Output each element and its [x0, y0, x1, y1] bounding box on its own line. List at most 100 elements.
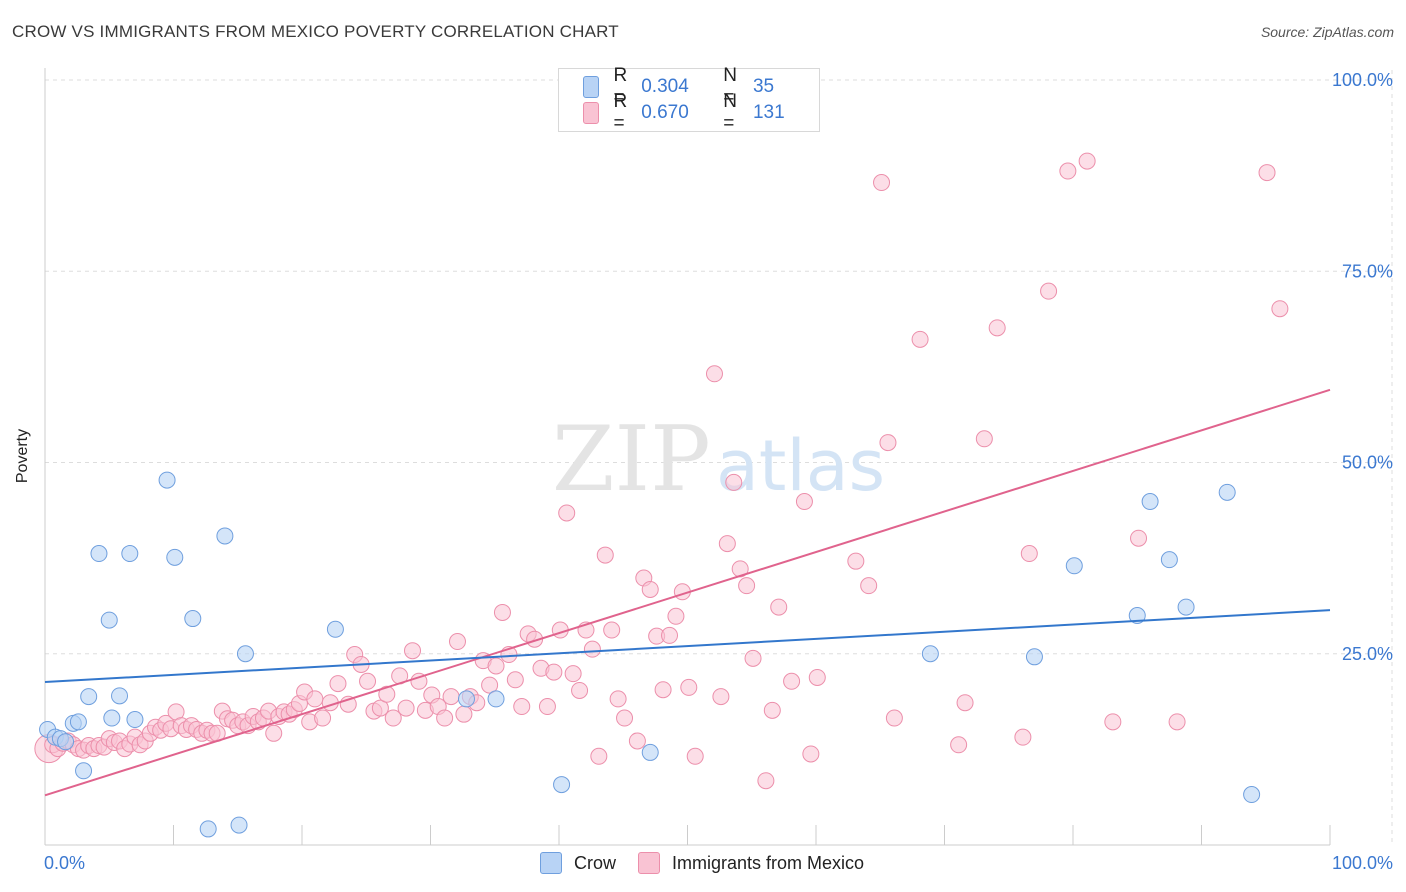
mexico-point — [808, 668, 826, 686]
mexico-point — [628, 732, 646, 750]
crow-point — [1065, 557, 1083, 575]
n-value: 35 — [752, 76, 775, 97]
mexico-point — [371, 699, 389, 717]
mexico-point — [763, 701, 781, 719]
mexico-point — [1020, 545, 1038, 563]
mexico-point — [738, 577, 756, 595]
crow-point — [230, 816, 248, 834]
mexico-point — [705, 365, 723, 383]
mexico-trend-line — [44, 388, 1331, 797]
mexico-point — [654, 681, 672, 699]
mexico-point — [448, 633, 466, 651]
mexico-point — [487, 657, 505, 675]
mexico-point — [757, 772, 775, 790]
n-label: N = — [723, 91, 737, 134]
y-tick-label: 50.0% — [1342, 453, 1393, 473]
crow-point — [1243, 786, 1261, 804]
trend-lines — [44, 388, 1331, 797]
mexico-point — [667, 607, 685, 625]
mexico-point — [1130, 529, 1148, 547]
mexico-point — [783, 672, 801, 690]
mexico-point — [847, 552, 865, 570]
mexico-point — [718, 535, 736, 553]
mexico-point — [911, 330, 929, 348]
n-value: 131 — [752, 102, 785, 123]
mexico-point — [564, 665, 582, 683]
crow-point — [80, 688, 98, 706]
crow-point — [236, 645, 254, 663]
crow-point — [1160, 551, 1178, 569]
mexico-point — [873, 174, 891, 192]
mexico-point — [1258, 164, 1276, 182]
crow-point — [1218, 483, 1236, 501]
crow-point — [1141, 493, 1159, 511]
crow-point — [1025, 648, 1043, 666]
crow-point — [111, 687, 129, 705]
mexico-legend-label: Immigrants from Mexico — [672, 852, 865, 873]
y-tick-label: 100.0% — [1332, 70, 1393, 90]
y-tick-label: 75.0% — [1342, 261, 1393, 281]
mexico-point — [950, 736, 968, 754]
crow-point — [126, 711, 144, 729]
mexico-point — [744, 649, 762, 667]
crow-point — [184, 610, 202, 628]
legend-item-crow: Crow — [540, 852, 616, 874]
mexico-point — [397, 699, 415, 717]
mexico-point — [1104, 713, 1122, 731]
mexico-point — [1040, 282, 1058, 300]
mexico-point — [481, 676, 499, 694]
mexico-point — [1271, 300, 1289, 318]
mexico-point — [802, 745, 820, 763]
crow-point — [90, 545, 108, 563]
crow-point — [57, 733, 75, 751]
x-tick-label: 100.0% — [1332, 853, 1393, 873]
mexico-point — [988, 319, 1006, 337]
mexico-point — [680, 678, 698, 696]
mexico-point — [455, 705, 473, 723]
mexico-point — [596, 546, 614, 564]
crow-point — [75, 762, 93, 780]
mexico-point — [590, 747, 608, 765]
crow-point — [121, 545, 139, 563]
mexico-point — [603, 621, 621, 639]
mexico-point — [442, 688, 460, 706]
x-tick-label: 0.0% — [44, 853, 85, 873]
mexico-point — [410, 672, 428, 690]
crow-legend-label: Crow — [574, 852, 617, 873]
mexico-point — [712, 688, 730, 706]
mexico-point — [378, 685, 396, 703]
mexico-point — [1168, 713, 1186, 731]
watermark-atlas: atlas — [716, 425, 885, 507]
crow-point — [326, 620, 344, 638]
mexico-series-points — [34, 152, 1289, 790]
crow-swatch — [583, 76, 600, 98]
tick-labels: 25.0% 50.0% 75.0% 100.0% 0.0% 100.0% — [44, 70, 1393, 873]
mexico-point — [725, 473, 743, 491]
mexico-swatch — [583, 102, 600, 124]
mexico-point — [384, 709, 402, 727]
mexico-point — [538, 698, 556, 716]
stats-legend: R = 0.304 N = 35 R = 0.670 N = 131 — [558, 65, 820, 134]
chart-title: CROW VS IMMIGRANTS FROM MEXICO POVERTY C… — [12, 22, 619, 41]
crow-point — [166, 548, 184, 566]
crow-trend-line — [44, 609, 1331, 684]
mexico-point — [493, 603, 511, 621]
mexico-point — [879, 434, 897, 452]
mexico-point — [513, 698, 531, 716]
watermark-zip: ZIP — [552, 407, 711, 512]
crow-point — [553, 776, 571, 794]
crow-swatch — [540, 852, 562, 874]
mexico-point — [616, 709, 634, 727]
crow-point — [158, 471, 176, 489]
mexico-point — [795, 493, 813, 511]
crow-point — [100, 611, 118, 629]
mexico-point — [506, 671, 524, 689]
mexico-swatch — [638, 852, 661, 874]
mexico-point — [770, 598, 788, 616]
crow-point — [921, 645, 939, 663]
r-value: 0.670 — [641, 102, 689, 123]
mexico-point — [975, 430, 993, 448]
mexico-point — [314, 709, 332, 727]
crow-point — [487, 690, 505, 708]
